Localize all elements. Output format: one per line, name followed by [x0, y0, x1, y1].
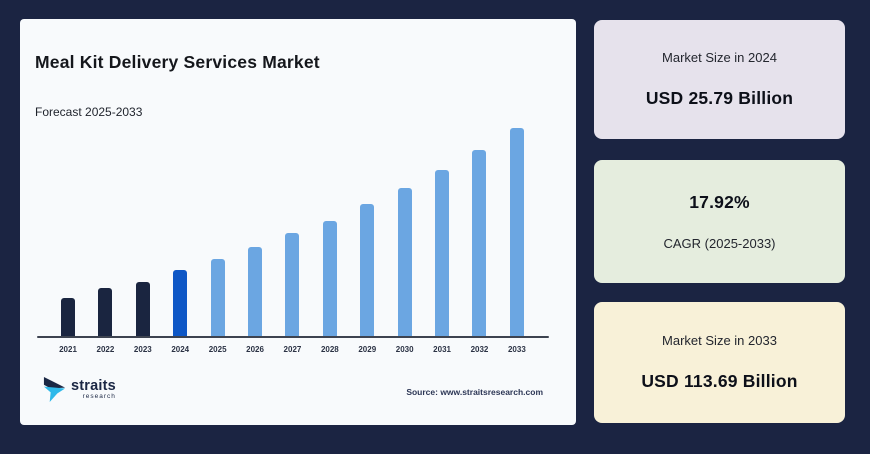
- card-label: CAGR (2025-2033): [663, 236, 776, 251]
- logo-text: straits research: [71, 377, 116, 401]
- bar-cell-2032: 2032: [471, 128, 488, 354]
- x-tick-label: 2022: [96, 345, 115, 354]
- bar-cell-2023: 2023: [134, 128, 152, 354]
- card-label: Market Size in 2024: [662, 50, 777, 65]
- forecast-subtitle: Forecast 2025-2033: [35, 105, 143, 119]
- x-tick-label: 2024: [171, 345, 190, 354]
- bar-2028: [322, 221, 337, 336]
- bar-2029: [360, 204, 375, 336]
- card-market-size-2033: Market Size in 2033 USD 113.69 Billion: [594, 302, 845, 423]
- bar-2026: [248, 247, 263, 336]
- bar-series: 2021 2022 2023 2024 2025 2026 2027 2028 2029 2030…: [59, 128, 526, 354]
- bar-2024: [173, 270, 188, 336]
- straits-research-logo: straits research: [42, 375, 116, 404]
- x-tick-label: 2025: [208, 345, 227, 354]
- page-title: Meal Kit Delivery Services Market: [35, 52, 320, 72]
- card-value: USD 25.79 Billion: [645, 88, 794, 108]
- bar-2031: [435, 170, 450, 336]
- bar-cell-2025: 2025: [209, 128, 227, 354]
- logo-name: straits: [71, 377, 116, 394]
- x-axis-line: [37, 336, 549, 338]
- bar-2023: [135, 282, 150, 336]
- x-tick-label: 2028: [320, 345, 339, 354]
- card-market-size-2024: Market Size in 2024 USD 25.79 Billion: [594, 20, 845, 139]
- card-value: 17.92%: [689, 192, 750, 212]
- card-value: USD 113.69 Billion: [641, 371, 798, 391]
- bar-cell-2028: 2028: [321, 128, 339, 354]
- x-tick-label: 2030: [395, 345, 414, 354]
- bar-cell-2030: 2030: [396, 128, 414, 354]
- bar-cell-2031: 2031: [433, 128, 451, 354]
- x-tick-label: 2029: [358, 345, 377, 354]
- card-cagr: 17.92% CAGR (2025-2033): [594, 160, 845, 283]
- bar-2022: [98, 288, 113, 336]
- bar-2027: [285, 233, 300, 336]
- bar-2033: [509, 128, 524, 336]
- bar-cell-2033: 2033: [508, 128, 526, 354]
- bar-cell-2029: 2029: [358, 128, 376, 354]
- x-tick-label: 2033: [507, 345, 526, 354]
- logo-subname: research: [82, 393, 116, 400]
- chart-panel: Meal Kit Delivery Services Market Foreca…: [20, 19, 576, 425]
- bar-cell-2027: 2027: [284, 128, 301, 354]
- x-tick-label: 2026: [246, 345, 264, 354]
- x-tick-label: 2032: [470, 345, 489, 354]
- bar-2021: [61, 298, 75, 336]
- x-tick-label: 2021: [59, 345, 77, 354]
- card-label: Market Size in 2033: [662, 333, 777, 348]
- bar-2030: [397, 188, 412, 336]
- bar-2025: [210, 259, 225, 336]
- straits-logo-icon: [43, 377, 66, 402]
- bar-cell-2021: 2021: [59, 128, 77, 354]
- bar-cell-2024: 2024: [171, 128, 189, 354]
- bar-cell-2026: 2026: [246, 128, 264, 354]
- x-tick-label: 2027: [283, 345, 302, 354]
- bar-2032: [472, 150, 487, 336]
- source-text: Source: www.straitsresearch.com: [406, 387, 543, 397]
- x-tick-label: 2031: [433, 345, 451, 354]
- bar-cell-2022: 2022: [97, 128, 114, 354]
- x-tick-label: 2023: [133, 345, 152, 354]
